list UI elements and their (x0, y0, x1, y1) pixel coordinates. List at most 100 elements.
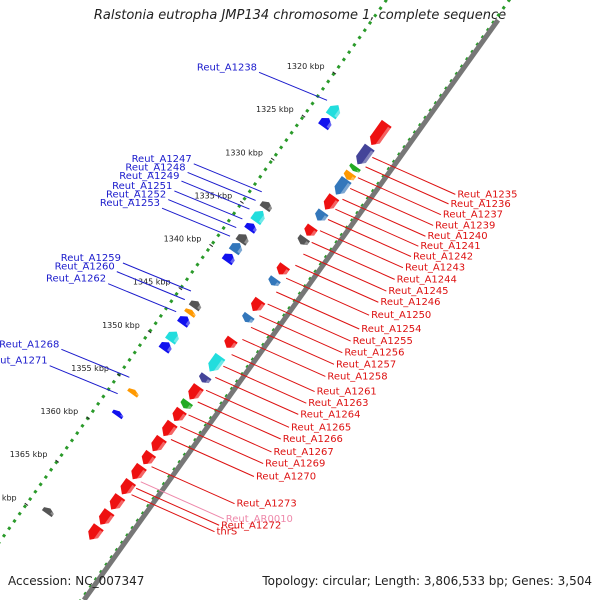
reverse-gene-label[interactable]: Reut_A1266 (283, 434, 343, 445)
forward-gene-label[interactable]: Reut_A1271 (0, 356, 48, 367)
reverse-gene-label[interactable]: Reut_A1236 (451, 199, 511, 210)
reverse-gene-feature[interactable] (274, 262, 291, 278)
reverse-gene-label[interactable]: Reut_A1273 (237, 499, 297, 510)
reverse-gene-label[interactable]: Reut_A1237 (443, 210, 503, 221)
reverse-gene-label[interactable]: Reut_A1261 (317, 387, 377, 398)
label-leader (107, 283, 177, 313)
tick-label: 1350 kbp (102, 321, 140, 330)
reverse-gene-feature[interactable] (248, 296, 266, 315)
tick-mark (86, 416, 90, 420)
reverse-gene-feature[interactable] (240, 311, 255, 325)
reverse-gene-label[interactable]: Reut_A1255 (353, 336, 413, 347)
forward-gene-feature[interactable] (177, 313, 192, 328)
forward-gene-label[interactable]: Reut_A1247 (132, 154, 192, 165)
reverse-gene-feature[interactable] (197, 372, 212, 385)
label-leader (250, 326, 335, 365)
forward-gene-feature[interactable] (184, 307, 197, 318)
reverse-gene-feature[interactable] (342, 169, 357, 183)
label-leader (168, 199, 237, 229)
forward-gene-label[interactable]: Reut_A1259 (61, 253, 121, 264)
reverse-gene-feature[interactable] (353, 143, 375, 168)
label-leader (349, 187, 434, 226)
reverse-gene-label[interactable]: Reut_A1272 (221, 520, 281, 531)
reverse-gene-label[interactable]: Reut_A1241 (420, 241, 480, 252)
reverse-gene-label[interactable]: Reut_A1256 (344, 348, 404, 359)
reverse-gene-label[interactable]: Reut_A1267 (273, 447, 333, 458)
reverse-gene-feature[interactable] (139, 449, 157, 468)
forward-gene-feature[interactable] (221, 250, 237, 266)
label-leader (319, 230, 404, 269)
reverse-gene-feature[interactable] (302, 223, 318, 239)
reverse-gene-feature[interactable] (266, 275, 281, 288)
reverse-gene-feature[interactable] (85, 523, 104, 543)
label-leader (151, 466, 235, 505)
reverse-gene-feature[interactable] (159, 419, 178, 440)
forward-gene-label[interactable]: Reut_A1248 (125, 162, 185, 173)
forward-gene-feature[interactable] (244, 220, 258, 234)
reverse-gene-label[interactable]: Reut_A1265 (291, 422, 351, 433)
forward-gene-feature[interactable] (165, 328, 182, 345)
forward-gene-label[interactable]: Reut_A1249 (119, 171, 179, 182)
forward-gene-feature[interactable] (250, 207, 267, 226)
reverse-gene-feature[interactable] (169, 406, 187, 425)
reverse-gene-label[interactable]: Reut_A1263 (308, 398, 368, 409)
reverse-gene-feature[interactable] (222, 335, 238, 352)
forward-gene-label[interactable]: Reut_A1262 (46, 274, 106, 285)
forward-gene-feature[interactable] (259, 199, 274, 213)
forward-gene-feature[interactable] (188, 298, 203, 312)
reverse-gene-label[interactable]: Reut_A1250 (371, 310, 431, 321)
reverse-gene-feature[interactable] (117, 477, 137, 498)
label-leader (61, 348, 130, 378)
reverse-gene-feature[interactable] (205, 352, 226, 375)
gene-features (41, 102, 392, 543)
reverse-gene-feature[interactable] (313, 208, 329, 224)
forward-gene-feature[interactable] (325, 102, 343, 120)
forward-gene-label[interactable]: Reut_A1268 (0, 339, 59, 350)
reverse-gene-feature[interactable] (106, 493, 126, 513)
reverse-gene-feature[interactable] (366, 119, 392, 149)
label-leader (303, 253, 387, 292)
label-leader (231, 354, 315, 392)
reverse-gene-label[interactable]: Reut_A1264 (300, 409, 360, 420)
reverse-gene-label[interactable]: Reut_A1258 (327, 371, 387, 382)
reverse-gene-feature[interactable] (320, 193, 340, 213)
reverse-gene-feature[interactable] (296, 234, 311, 247)
reverse-gene-label[interactable]: Reut_A1257 (336, 359, 396, 370)
forward-gene-feature[interactable] (127, 386, 140, 398)
forward-gene-label[interactable]: Reut_A1238 (197, 62, 257, 73)
reverse-gene-feature[interactable] (185, 383, 204, 403)
label-leader (170, 439, 255, 477)
reverse-gene-label[interactable]: Reut_A1245 (388, 286, 448, 297)
reverse-gene-feature[interactable] (179, 398, 194, 411)
forward-gene-label[interactable]: Reut_A1253 (100, 198, 160, 209)
reverse-gene-feature[interactable] (128, 462, 147, 483)
reverse-gene-feature[interactable] (348, 163, 361, 174)
reverse-gene-label[interactable]: Reut_A1254 (361, 324, 421, 335)
reverse-gene-label[interactable]: Reut_A1242 (413, 252, 473, 263)
reverse-gene-label[interactable]: Reut_A1246 (380, 297, 440, 308)
reverse-gene-label[interactable]: Reut_A1239 (435, 220, 495, 231)
forward-gene-feature[interactable] (158, 339, 174, 354)
reverse-gene-label[interactable]: Reut_A1270 (256, 472, 316, 483)
forward-gene-feature[interactable] (235, 231, 251, 246)
forward-gene-feature[interactable] (228, 240, 245, 256)
reverse-gene-label[interactable]: Reut_A1244 (397, 274, 457, 285)
reverse-gene-label[interactable]: Reut_A1243 (405, 263, 465, 274)
reverse-gene-label[interactable]: thrS (217, 527, 238, 538)
forward-gene-label[interactable]: Reut_A1251 (112, 181, 172, 192)
forward-gene-label[interactable]: Reut_A1252 (106, 190, 166, 201)
forward-gene-feature[interactable] (41, 505, 55, 518)
tick-mark (240, 200, 244, 204)
label-leader (122, 262, 192, 292)
reverse-gene-label[interactable]: Reut_AR0010 (226, 514, 293, 525)
forward-gene-label[interactable]: Reut_A1260 (55, 262, 115, 273)
reverse-gene-label[interactable]: Reut_A1240 (427, 231, 487, 242)
forward-gene-feature[interactable] (111, 408, 125, 420)
reverse-gene-feature[interactable] (148, 434, 167, 455)
reverse-gene-label[interactable]: Reut_A1269 (265, 459, 325, 470)
reverse-gene-feature[interactable] (331, 176, 352, 198)
reverse-gene-label[interactable]: Reut_A1235 (457, 189, 517, 200)
forward-gene-feature[interactable] (318, 115, 334, 131)
reverse-gene-feature[interactable] (96, 508, 115, 528)
